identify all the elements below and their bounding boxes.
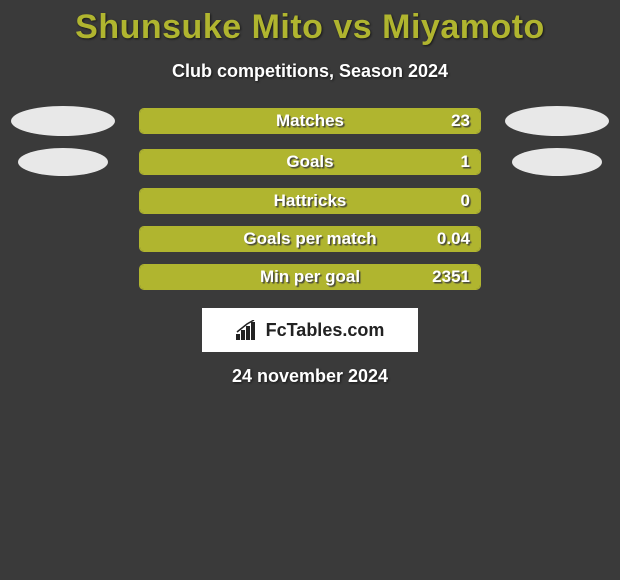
player-avatar-right: [505, 106, 609, 136]
right-avatar-slot: [501, 148, 613, 176]
player-avatar-right: [512, 148, 602, 176]
stat-row: Min per goal 2351: [0, 264, 620, 290]
stat-row: Hattricks 0: [0, 188, 620, 214]
stat-bar-fill: [140, 150, 480, 174]
brand-text: FcTables.com: [266, 320, 385, 341]
bar-chart-icon: [236, 320, 260, 340]
stat-row: Goals 1: [0, 148, 620, 176]
page-title: Shunsuke Mito vs Miyamoto: [0, 0, 620, 47]
player-avatar-left: [11, 106, 115, 136]
stat-bar-hattricks: Hattricks 0: [139, 188, 481, 214]
footer-date: 24 november 2024: [0, 366, 620, 387]
stat-bar-fill: [140, 109, 480, 133]
stat-bar-min-per-goal: Min per goal 2351: [139, 264, 481, 290]
stat-bar-fill: [140, 227, 480, 251]
stat-bar-goals-per-match: Goals per match 0.04: [139, 226, 481, 252]
brand-box[interactable]: FcTables.com: [202, 308, 418, 352]
stat-bar-goals: Goals 1: [139, 149, 481, 175]
stat-bar-matches: Matches 23: [139, 108, 481, 134]
stat-row: Matches 23: [0, 106, 620, 136]
stat-bar-fill: [140, 265, 480, 289]
left-avatar-slot: [7, 106, 119, 136]
left-avatar-slot: [7, 148, 119, 176]
right-avatar-slot: [501, 106, 613, 136]
stat-bar-fill: [140, 189, 480, 213]
stat-row: Goals per match 0.04: [0, 226, 620, 252]
player-avatar-left: [18, 148, 108, 176]
page-subtitle: Club competitions, Season 2024: [0, 61, 620, 82]
